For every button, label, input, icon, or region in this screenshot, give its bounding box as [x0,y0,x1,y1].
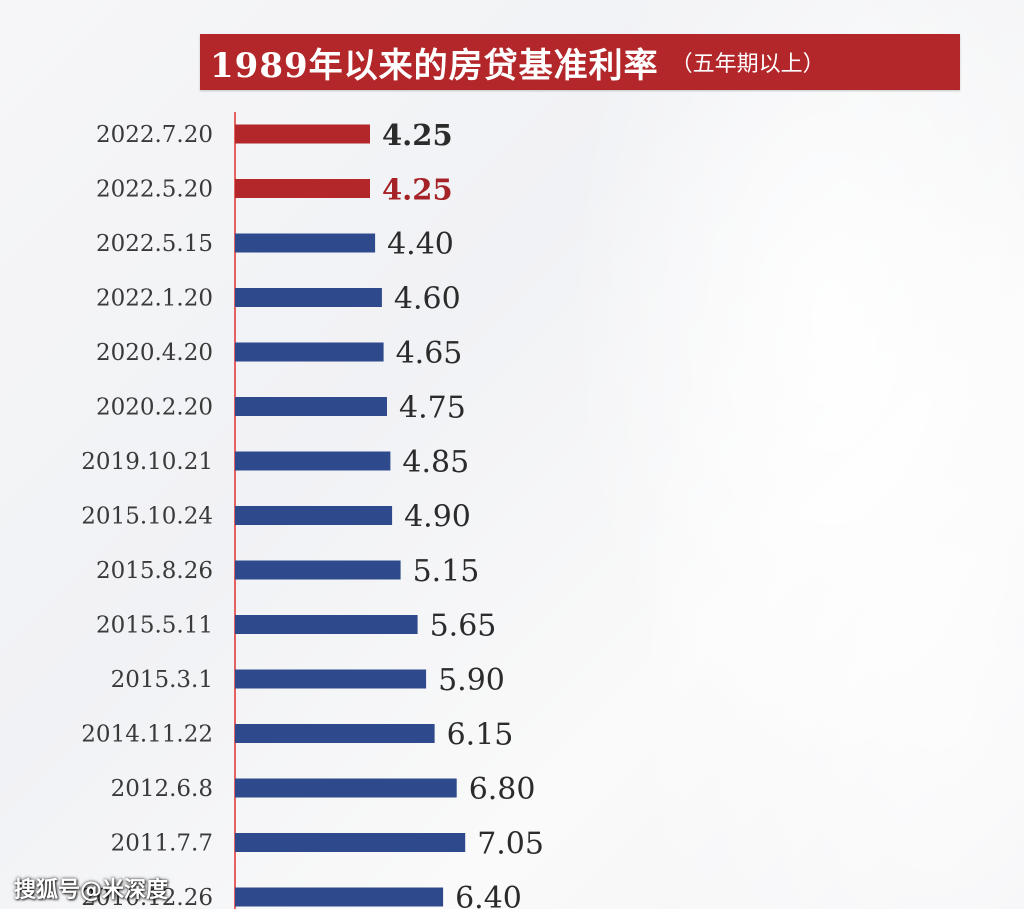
chart-title: 1989年以来的房贷基准利率 [210,45,659,86]
bar [235,724,435,743]
bar [235,179,370,198]
category-label: 2020.4.20 [96,340,213,366]
bar [235,233,376,253]
category-label: 2015.5.11 [96,613,213,639]
category-label: 2015.3.1 [111,667,213,693]
value-label: 6.15 [447,718,514,753]
value-label: 4.25 [382,118,453,152]
category-label: 2019.10.21 [81,449,213,475]
value-label: 5.65 [430,609,497,644]
bar [235,669,427,689]
value-label: 5.15 [413,554,480,589]
category-label: 2014.11.22 [81,722,213,748]
value-label: 4.60 [394,282,461,317]
value-label: 6.80 [469,772,536,807]
category-label: 2022.7.20 [96,122,213,148]
category-label: 2022.1.20 [96,286,213,312]
category-label: 2022.5.20 [96,177,213,203]
value-label: 6.40 [455,881,522,909]
bar [235,342,384,362]
bar [235,887,444,907]
category-label: 2022.5.15 [96,231,213,257]
category-label: 2020.2.20 [96,395,213,421]
value-label: 4.40 [387,227,454,262]
category-label: 2011.7.7 [111,831,213,857]
watermark: 搜狐号@米深度 [14,878,169,903]
bar [235,833,466,852]
value-label: 5.90 [438,663,505,698]
category-label: 2015.10.24 [81,504,213,530]
category-label: 2015.8.26 [96,558,213,584]
bar [235,506,393,525]
bar [235,615,418,634]
title-banner: 1989年以来的房贷基准利率 （五年期以上） [200,34,960,90]
category-label: 2010.12.26 [81,885,213,909]
bar [235,397,387,416]
value-label: 4.90 [404,500,471,535]
category-label: 2012.6.8 [111,776,213,802]
value-label: 7.05 [477,827,544,862]
value-label: 4.25 [382,173,453,207]
value-label: 4.75 [399,391,466,426]
bar [235,288,382,307]
bar [235,560,401,580]
chart-subtitle: （五年期以上） [670,52,825,77]
value-label: 4.65 [396,336,463,371]
bar [235,451,391,471]
bar [235,778,457,798]
bar [235,124,370,144]
value-label: 4.85 [402,445,469,480]
